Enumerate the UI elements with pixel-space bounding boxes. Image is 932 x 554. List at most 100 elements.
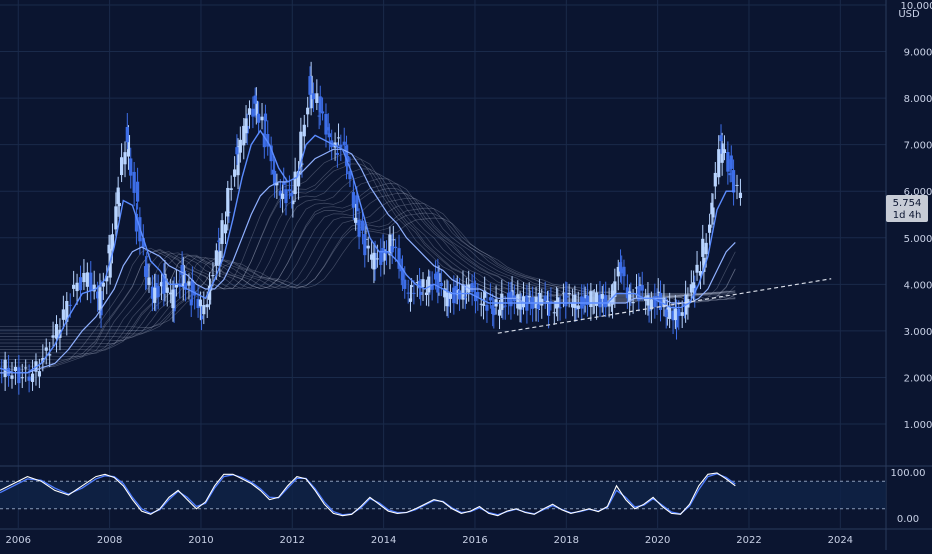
candle-body	[473, 286, 476, 287]
candle-body	[509, 292, 512, 307]
candle-body	[564, 293, 567, 306]
candle-body	[595, 292, 598, 306]
candle-body	[264, 114, 267, 122]
candle-body	[284, 189, 287, 203]
candle-body	[171, 290, 174, 309]
candle-body	[4, 360, 7, 377]
candle-body	[619, 262, 622, 271]
candle-body	[705, 243, 708, 254]
candle-body	[157, 286, 160, 297]
candle-body	[224, 224, 227, 233]
oscillator-band	[0, 481, 886, 509]
price-tick-label: 3.000	[904, 327, 932, 338]
candle-body	[248, 108, 251, 115]
candle-body	[89, 273, 92, 291]
candle-body	[254, 96, 257, 104]
time-tick-label: 2012	[280, 535, 305, 546]
price-tick-label: 7.000	[904, 141, 932, 152]
candle-body	[38, 371, 41, 376]
candle-body	[695, 265, 698, 273]
candle-body	[528, 296, 531, 297]
candle-body	[394, 247, 397, 248]
candle-body	[729, 173, 732, 175]
price-tick-label: 8.000	[904, 94, 932, 105]
candle-body	[692, 282, 695, 288]
candle-body	[166, 288, 169, 293]
candle-body	[215, 250, 218, 265]
candle-body	[288, 189, 291, 191]
candle-body	[391, 246, 394, 252]
candle-body	[230, 188, 233, 190]
candle-body	[555, 301, 558, 309]
time-tick-label: 2018	[554, 535, 579, 546]
timeframe-label: 1d 4h	[893, 210, 922, 221]
osc-tick-label: 100.00	[891, 468, 926, 479]
candle-body	[421, 279, 424, 287]
candle-body	[482, 305, 485, 306]
candle-body	[62, 309, 65, 319]
candle-body	[257, 114, 260, 123]
candle-body	[601, 294, 604, 299]
candle-body	[440, 283, 443, 286]
candle-body	[372, 253, 375, 270]
candle-body	[126, 127, 129, 142]
candle-body	[14, 367, 17, 371]
price-tick-label: 5.000	[904, 234, 932, 245]
candle-body	[568, 293, 571, 294]
candle-body	[147, 277, 150, 285]
candle-body	[403, 280, 406, 289]
candle-body	[681, 312, 684, 316]
candle-body	[144, 266, 147, 277]
candle-body	[491, 305, 494, 314]
candle-body	[272, 170, 275, 175]
candle-body	[641, 285, 644, 291]
candle-body	[455, 286, 458, 290]
candle-body	[498, 310, 501, 316]
candle-body	[553, 312, 556, 313]
candle-body	[343, 142, 346, 146]
candle-body	[187, 281, 190, 285]
candle-body	[577, 305, 580, 309]
price-tick-label: 4.000	[904, 280, 932, 291]
candle-body	[604, 295, 607, 307]
candle-body	[114, 206, 117, 229]
candle-body	[281, 194, 284, 199]
candle-body	[72, 285, 75, 289]
price-tick-label: 2.000	[904, 373, 932, 384]
candle-body	[540, 299, 543, 306]
candle-body	[31, 374, 34, 382]
candle-body	[717, 149, 720, 177]
candle-body	[206, 304, 209, 307]
candle-body	[546, 301, 549, 302]
candle-body	[544, 296, 547, 302]
candle-body	[315, 93, 318, 103]
candle-body	[220, 220, 223, 244]
time-tick-label: 2024	[828, 535, 853, 546]
candle-body	[723, 149, 726, 153]
candle-body	[294, 172, 297, 194]
price-tick-label: 6.000	[904, 187, 932, 198]
time-tick-label: 2014	[371, 535, 396, 546]
candle-body	[665, 310, 668, 318]
candle-body	[79, 277, 82, 290]
osc-tick-label: 0.00	[897, 514, 919, 525]
candle-body	[714, 173, 717, 187]
candle-body	[45, 347, 48, 350]
candle-body	[489, 297, 492, 300]
time-tick-label: 2010	[188, 535, 213, 546]
candle-body	[500, 294, 503, 310]
candle-body	[24, 367, 27, 368]
price-tick-label: 10.000	[901, 1, 932, 12]
candle-body	[646, 295, 649, 305]
candle-body	[239, 140, 242, 153]
candle-body	[303, 125, 306, 137]
candle-body	[98, 287, 101, 310]
candle-body	[69, 305, 72, 306]
current-price-tag[interactable]: 5.754 1d 4h	[886, 195, 928, 222]
candle-body	[312, 93, 315, 99]
candle-body	[75, 283, 78, 291]
price-tick-label: 9.000	[904, 48, 932, 59]
